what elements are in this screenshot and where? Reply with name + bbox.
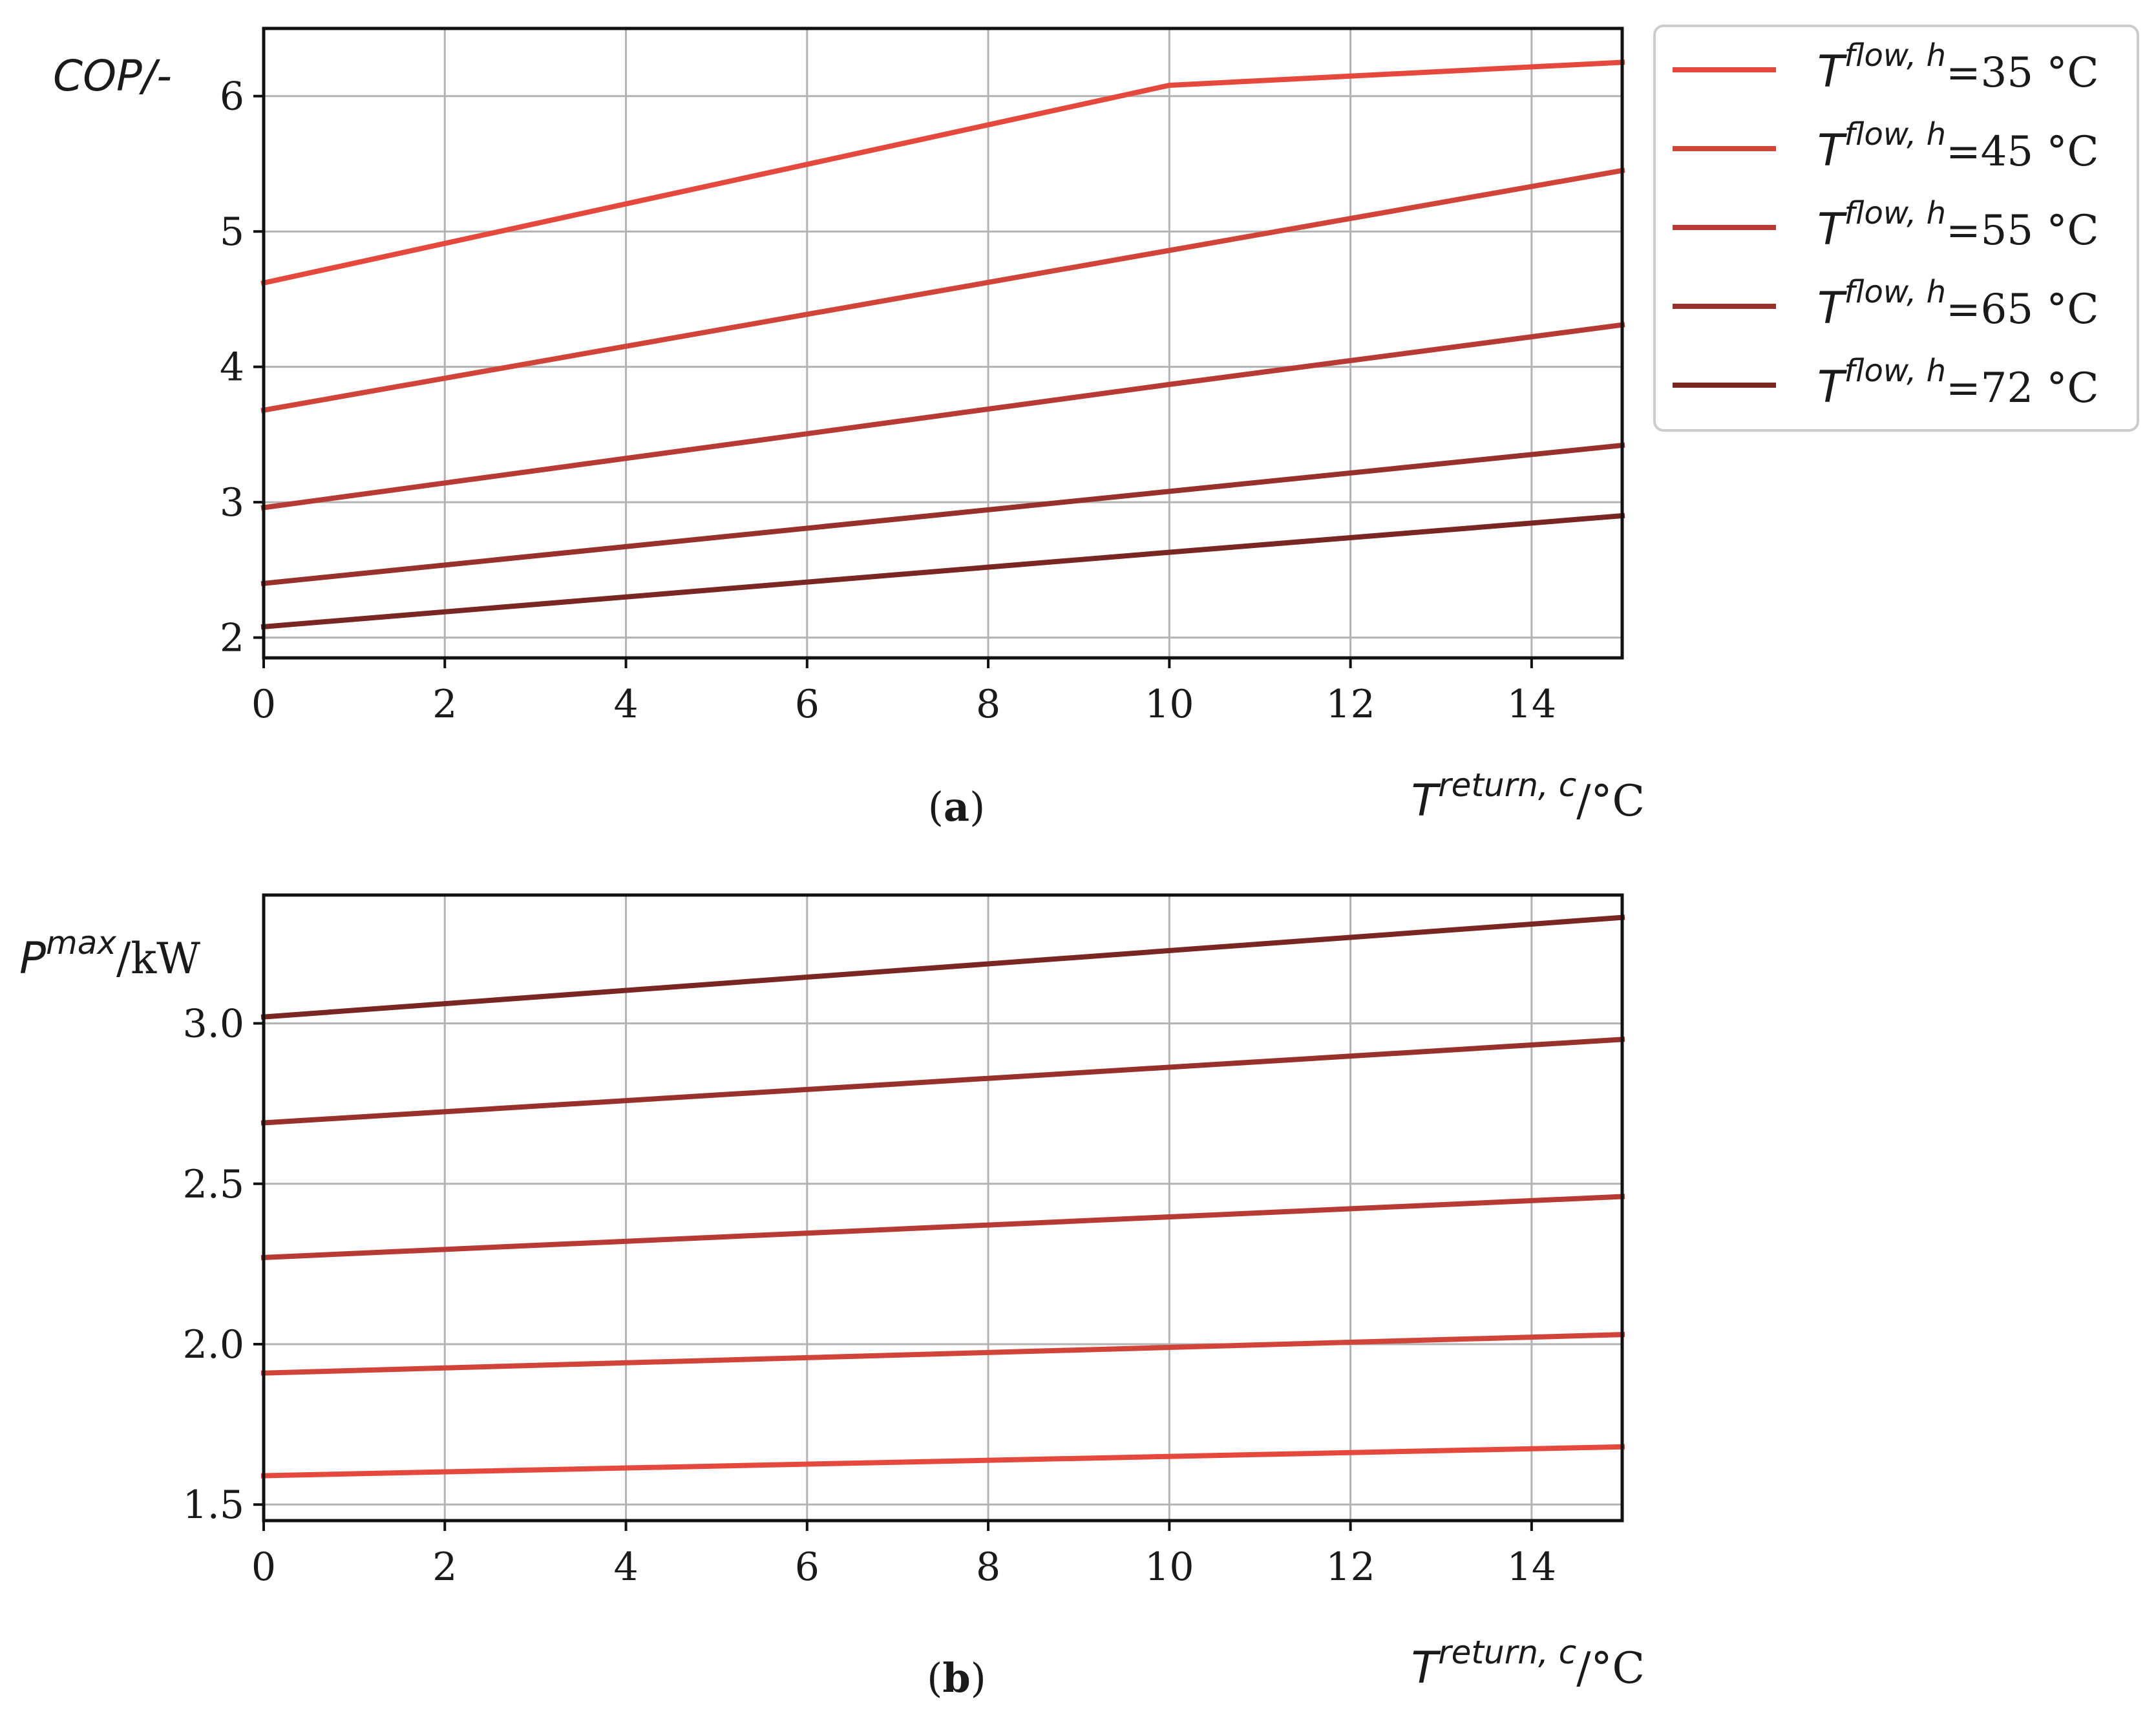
panel-a-ytick-label: 5 [220, 209, 244, 255]
panel-a-series-line-2 [260, 167, 1625, 414]
panel-b: 0 2 4 6 8 10 12 14 1.5 2.0 2.5 3.0 Pmax/kW Treturn,… [19, 893, 1645, 1702]
panel-a-series-line-5 [260, 512, 1625, 630]
panel-a-xtick-label: 0 [251, 682, 276, 727]
panel-b-series [260, 914, 1625, 1479]
panel-b-xtick-label: 0 [251, 1545, 276, 1590]
panel-b-ytick-label: 3.0 [183, 1002, 244, 1047]
legend-items: Tflow, h=35 °C Tflow, h=45 °C Tflow, h=55 … [1673, 37, 2098, 413]
panel-a-ytick-label: 6 [220, 74, 244, 120]
panel-b-frame [262, 893, 1624, 1523]
legend-label-3: Tflow, h=55 °C [1817, 195, 2098, 255]
panel-b-series-line-5 [260, 914, 1625, 1020]
panel-b-xtick-label: 4 [613, 1545, 638, 1590]
panel-b-grid [262, 895, 1622, 1521]
panel-b-ytick-label: 2.0 [183, 1322, 244, 1367]
panel-b-ticks: 0 2 4 6 8 10 12 14 1.5 2.0 2.5 3.0 [183, 1002, 1556, 1590]
panel-b-xtick-label: 10 [1145, 1545, 1194, 1590]
panel-a-ylabel: COP/- [53, 51, 172, 101]
legend-label-4: Tflow, h=65 °C [1817, 274, 2098, 334]
panel-b-xtick-label: 6 [795, 1545, 819, 1590]
panel-a-frame [262, 26, 1624, 660]
panel-a-xtick-label: 6 [795, 682, 819, 727]
legend: Tflow, h=35 °C Tflow, h=45 °C Tflow, h=55 … [1653, 25, 2139, 432]
panel-b-ytick-label: 2.5 [183, 1162, 244, 1207]
legend-label-1: Tflow, h=35 °C [1817, 37, 2098, 98]
panel-a-xlabel: Treturn, c/°C [1411, 766, 1645, 827]
panel-b-series-line-1 [260, 1444, 1625, 1479]
panel-a-series [260, 59, 1625, 630]
panel-a-xtick-label: 8 [976, 682, 1000, 727]
panel-a-series-line-4 [260, 442, 1625, 587]
panel-a-xtick-label: 2 [432, 682, 457, 727]
panel-b-caption: (b) [927, 1654, 986, 1702]
panel-b-xtick-label: 12 [1326, 1545, 1375, 1590]
panel-a-ytick-label: 4 [220, 345, 244, 390]
panel-a-series-line-1 [260, 59, 1625, 286]
panel-a-series-line-3 [260, 322, 1625, 511]
panel-b-series-line-2 [260, 1331, 1625, 1376]
panel-a-xtick-label: 12 [1326, 682, 1375, 727]
panel-a-xtick-label: 4 [613, 682, 638, 727]
panel-b-ytick-label: 1.5 [183, 1482, 244, 1528]
panel-a-xtick-label: 14 [1507, 682, 1556, 727]
panel-b-xtick-label: 8 [976, 1545, 1000, 1590]
legend-label-2: Tflow, h=45 °C [1817, 116, 2098, 176]
panel-a-xtick-label: 10 [1145, 682, 1194, 727]
panel-a-ytick-label: 3 [220, 480, 244, 525]
panel-b-xlabel: Treturn, c/°C [1411, 1634, 1645, 1694]
panel-b-xtick-label: 2 [432, 1545, 457, 1590]
panel-b-xtick-label: 14 [1507, 1545, 1556, 1590]
panel-b-ylabel: Pmax/kW [19, 924, 200, 984]
panel-b-series-line-4 [260, 1037, 1625, 1126]
panel-a-caption: (a) [928, 783, 986, 830]
legend-frame [1653, 25, 2139, 432]
panel-b-series-line-3 [260, 1194, 1625, 1261]
panel-a-ytick-label: 2 [220, 616, 244, 661]
legend-label-5: Tflow, h=72 °C [1817, 353, 2098, 413]
